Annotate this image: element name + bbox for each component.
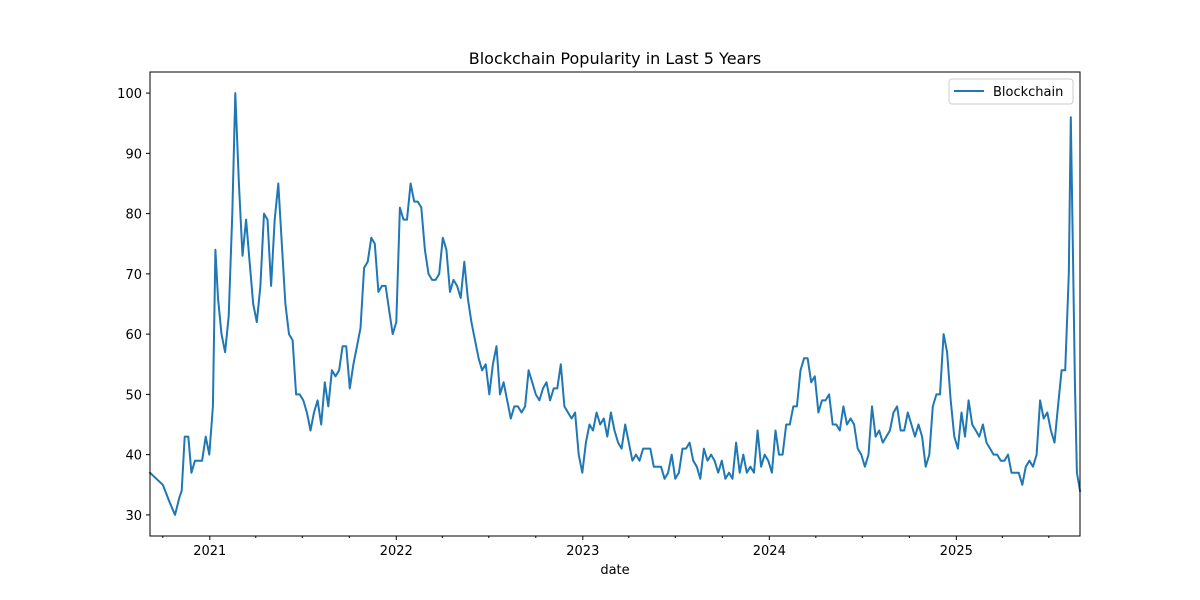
y-tick-label: 60 bbox=[125, 328, 142, 343]
x-tick-label: 2022 bbox=[380, 544, 413, 559]
y-tick-label: 40 bbox=[125, 449, 142, 464]
legend-label: Blockchain bbox=[993, 85, 1063, 100]
x-axis-title: date bbox=[600, 563, 629, 578]
x-tick-label: 2021 bbox=[193, 544, 226, 559]
y-tick-label: 100 bbox=[117, 87, 142, 102]
chart-title: Blockchain Popularity in Last 5 Years bbox=[469, 49, 762, 68]
legend: Blockchain bbox=[948, 78, 1074, 105]
series-layer bbox=[148, 92, 1082, 516]
y-tick-label: 90 bbox=[125, 147, 142, 162]
plot-frame bbox=[149, 71, 1081, 537]
y-tick-label: 30 bbox=[125, 509, 142, 524]
y-tick-label: 80 bbox=[125, 208, 142, 223]
legend-box bbox=[948, 78, 1074, 105]
y-tick-label: 70 bbox=[125, 268, 142, 283]
x-tick-label: 2023 bbox=[566, 544, 599, 559]
y-tick-label: 50 bbox=[125, 388, 142, 403]
series-line-blockchain bbox=[148, 92, 1082, 516]
x-tick-label: 2024 bbox=[753, 544, 786, 559]
y-axis: 30 40 50 60 70 80 90 100 bbox=[117, 87, 150, 524]
x-tick-label: 2025 bbox=[940, 544, 973, 559]
x-axis: 2021 2022 2023 2024 2025 bbox=[162, 536, 1050, 559]
